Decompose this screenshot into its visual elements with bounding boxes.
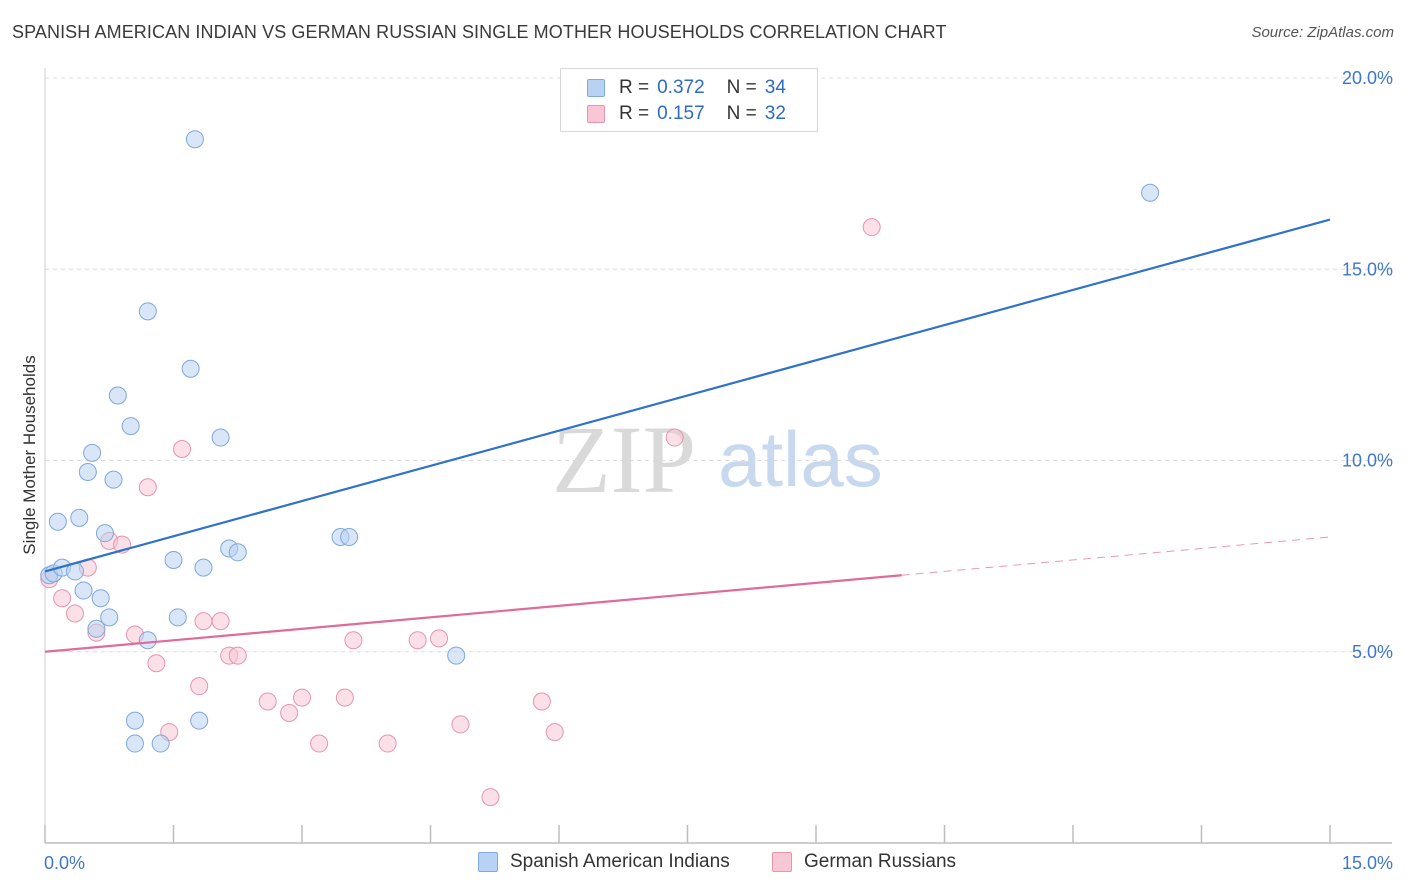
legend-r-value: 0.157 — [657, 103, 705, 124]
point-spanish-american-indians — [100, 608, 119, 627]
point-german-russians — [194, 612, 213, 631]
legend-r-label: R = — [619, 103, 650, 124]
legend-n-value: 32 — [764, 103, 786, 124]
point-spanish-american-indians — [164, 550, 183, 569]
legend-row-blue: R = 0.372 N = 34 — [587, 76, 786, 100]
point-german-russians — [408, 631, 427, 650]
watermark: ZIP atlas — [552, 406, 883, 513]
point-german-russians — [532, 692, 551, 711]
point-german-russians — [173, 440, 192, 459]
point-spanish-american-indians — [70, 508, 89, 527]
y-tick-label: 5.0% — [1352, 642, 1393, 662]
point-spanish-american-indians — [194, 558, 213, 577]
point-german-russians — [430, 629, 449, 648]
correlation-legend: R = 0.372 N = 34 R = 0.157 N = 32 — [560, 68, 818, 132]
point-german-russians — [335, 688, 354, 707]
legend-r-label: R = — [619, 77, 650, 98]
point-spanish-american-indians — [125, 734, 144, 753]
point-spanish-american-indians — [125, 711, 144, 730]
point-spanish-american-indians — [447, 646, 466, 665]
trend-line-blue — [44, 218, 1331, 573]
point-spanish-american-indians — [91, 589, 110, 608]
point-spanish-american-indians — [78, 462, 97, 481]
point-german-russians — [344, 631, 363, 650]
point-spanish-american-indians — [151, 734, 170, 753]
source-label: Source: ZipAtlas.com — [1251, 24, 1394, 41]
point-german-russians — [280, 703, 299, 722]
watermark-zip: ZIP — [552, 406, 696, 513]
point-german-russians — [293, 688, 311, 707]
chart-title: SPANISH AMERICAN INDIAN VS GERMAN RUSSIA… — [12, 22, 947, 42]
point-spanish-american-indians — [228, 543, 247, 562]
point-german-russians — [147, 654, 166, 673]
legend-n-label: N = — [726, 77, 757, 98]
series-name-pink: German Russians — [804, 851, 957, 872]
point-spanish-american-indians — [181, 359, 200, 378]
point-german-russians — [481, 788, 500, 807]
legend-swatch-blue — [587, 79, 605, 97]
series-legend-item-pink: German Russians — [772, 851, 956, 873]
point-german-russians — [190, 677, 209, 696]
axes — [44, 68, 1392, 844]
point-spanish-american-indians — [74, 581, 93, 600]
series-spanish-american-indians-points — [40, 130, 1160, 753]
series-swatch-blue — [478, 852, 498, 872]
y-tick-label: 15.0% — [1342, 259, 1393, 279]
point-german-russians — [138, 478, 157, 497]
y-tick-label: 10.0% — [1342, 451, 1393, 471]
legend-n-value: 34 — [764, 77, 786, 98]
point-spanish-american-indians — [48, 512, 67, 531]
point-spanish-american-indians — [104, 470, 123, 489]
trend-lines — [44, 218, 1331, 653]
point-german-russians — [53, 589, 72, 608]
point-german-russians — [451, 715, 470, 734]
legend-row-pink: R = 0.157 N = 32 — [587, 102, 786, 126]
point-german-russians — [211, 612, 230, 631]
legend-n-label: N = — [726, 103, 757, 124]
point-spanish-american-indians — [95, 524, 114, 543]
point-spanish-american-indians — [340, 528, 359, 546]
point-german-russians — [65, 604, 84, 623]
series-legend-item-blue: Spanish American Indians — [478, 851, 730, 873]
point-german-russians — [378, 734, 397, 753]
point-spanish-american-indians — [138, 302, 157, 321]
point-spanish-american-indians — [190, 711, 209, 730]
point-german-russians — [228, 646, 247, 665]
x-tick-label: 0.0% — [44, 853, 85, 873]
series-german-russians-points — [40, 218, 881, 807]
point-spanish-american-indians — [138, 631, 157, 650]
y-tick-label: 20.0% — [1342, 68, 1393, 88]
trend-line-pink-dashed — [901, 536, 1331, 576]
point-spanish-american-indians — [83, 443, 102, 462]
point-spanish-american-indians — [185, 130, 204, 149]
legend-swatch-pink — [587, 105, 605, 123]
legend-r-value: 0.372 — [657, 77, 705, 98]
point-german-russians — [862, 218, 881, 237]
point-spanish-american-indians — [168, 608, 187, 627]
point-spanish-american-indians — [87, 619, 106, 638]
point-german-russians — [310, 734, 329, 753]
tick-labels: 5.0% 10.0% 15.0% 20.0% 0.0% 15.0% — [44, 68, 1393, 873]
watermark-atlas: atlas — [718, 415, 883, 503]
point-spanish-american-indians — [1141, 183, 1160, 202]
point-german-russians — [545, 723, 564, 742]
point-german-russians — [258, 692, 277, 711]
series-swatch-pink — [772, 852, 792, 872]
x-tick-label: 15.0% — [1342, 853, 1393, 873]
grid-lines — [45, 77, 1392, 653]
trend-line-pink-solid — [44, 574, 902, 653]
series-name-blue: Spanish American Indians — [510, 851, 730, 872]
point-spanish-american-indians — [211, 428, 230, 447]
series-legend: Spanish American Indians German Russians — [0, 851, 1406, 877]
point-spanish-american-indians — [108, 386, 127, 405]
point-spanish-american-indians — [121, 417, 140, 436]
point-german-russians — [665, 428, 684, 447]
